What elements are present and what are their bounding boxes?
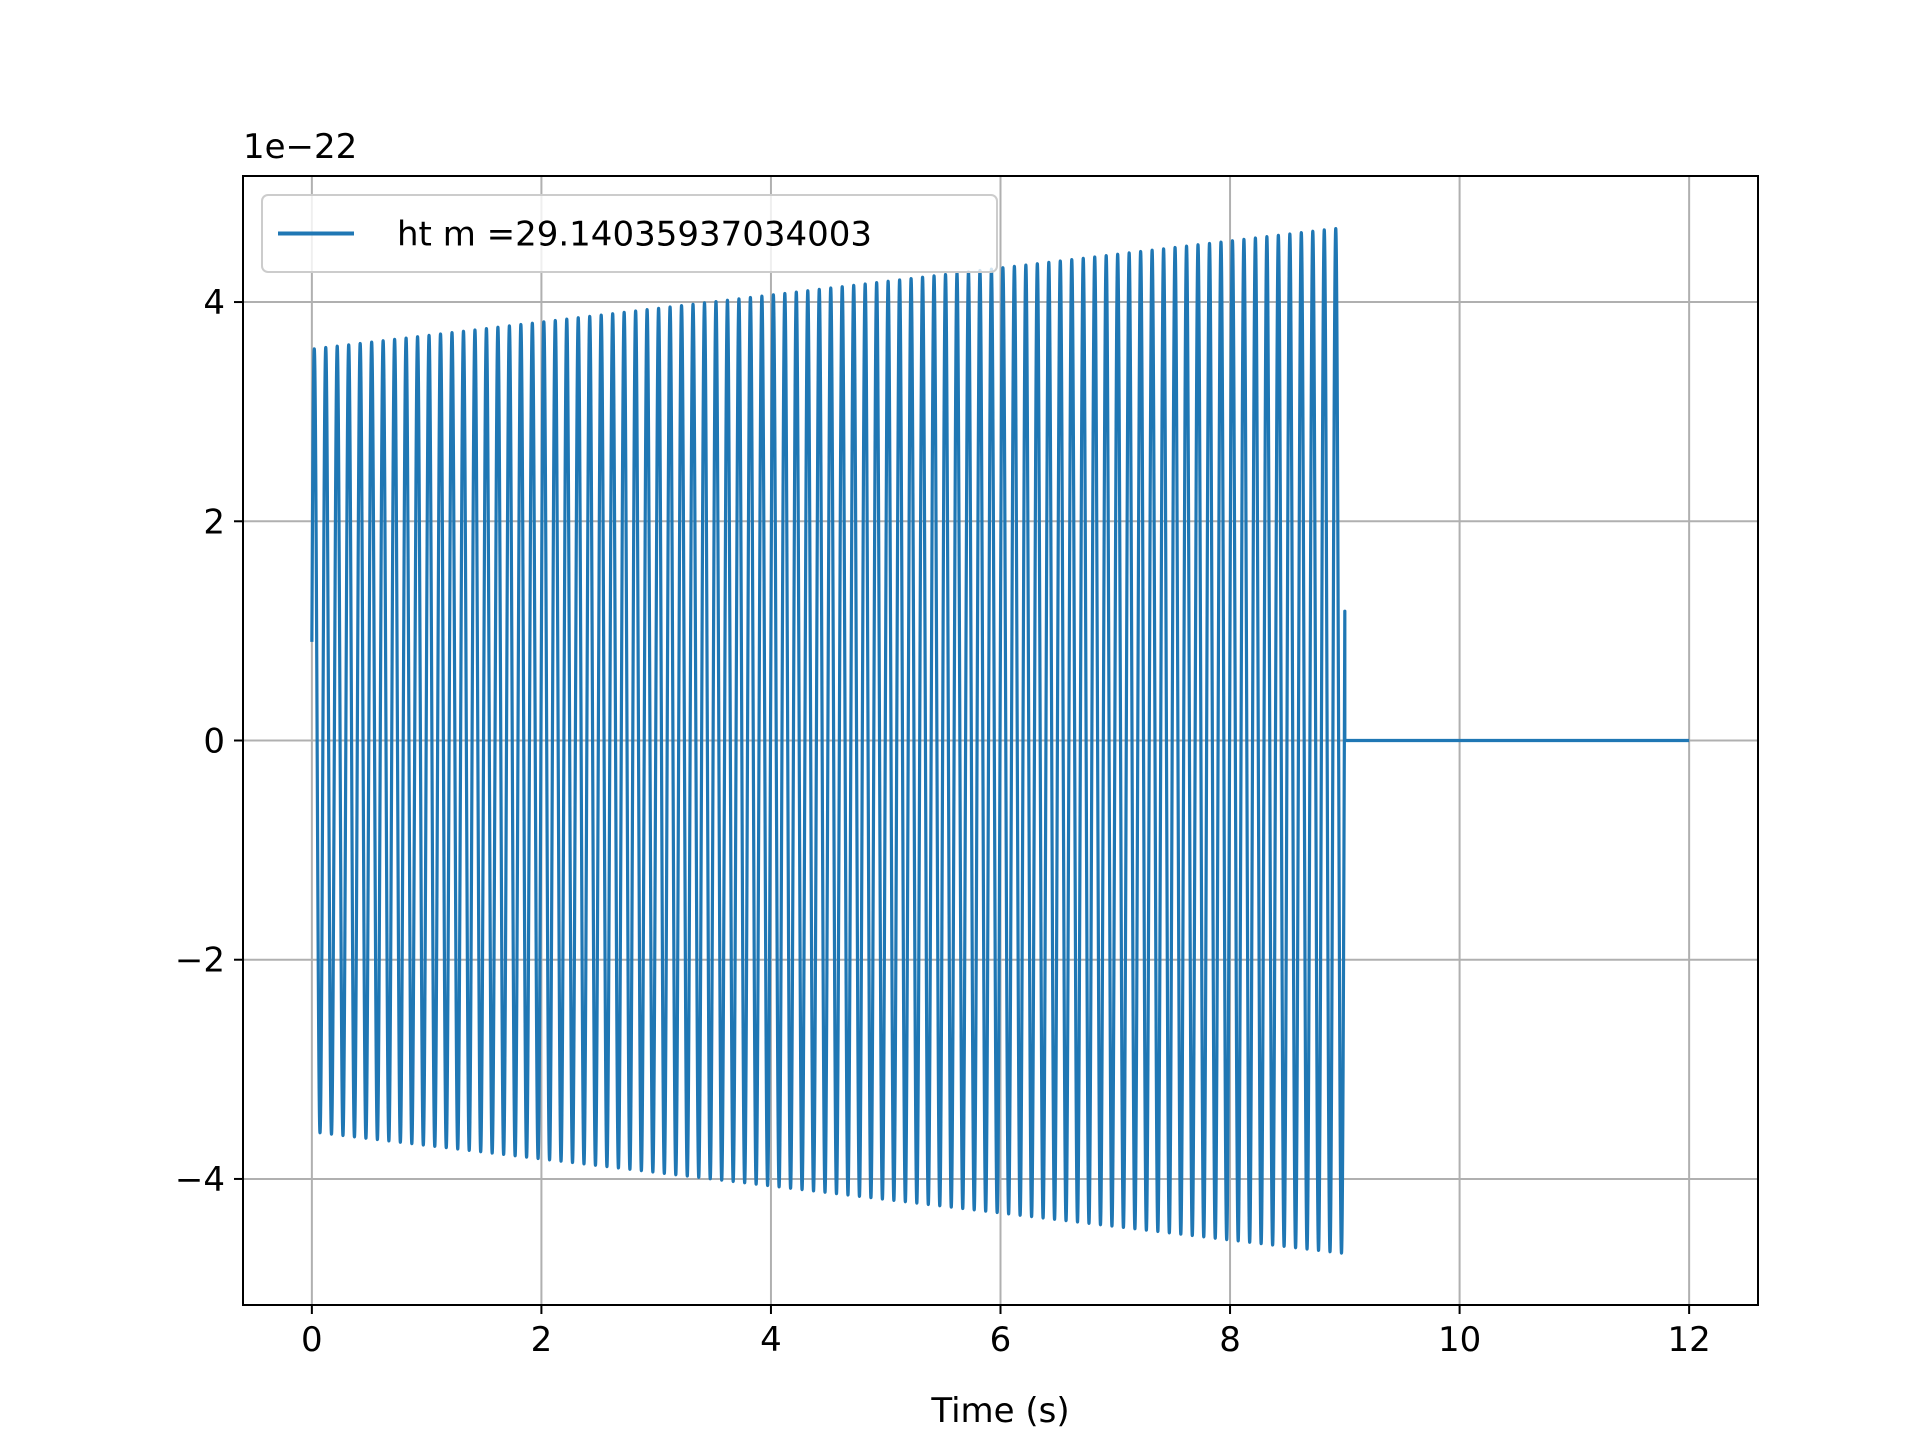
series-layer <box>310 226 1690 1255</box>
legend: ht m =29.14035937034003 <box>261 194 998 273</box>
x-tick-label: 10 <box>1438 1320 1481 1360</box>
x-tick-label: 8 <box>1219 1320 1241 1360</box>
y-tick-label: 0 <box>203 722 225 762</box>
ticks: 0 2 4 6 8 10 12 −4 −2 0 2 4 <box>175 283 1711 1360</box>
x-tick-label: 12 <box>1668 1320 1711 1360</box>
y-tick-label: −2 <box>175 941 225 981</box>
legend-label: ht m =29.14035937034003 <box>397 215 872 255</box>
y-offset-label: 1e−22 <box>243 127 357 167</box>
legend-box <box>261 194 998 273</box>
x-tick-label: 4 <box>760 1320 782 1360</box>
y-tick-label: 2 <box>203 502 225 542</box>
x-tick-label: 2 <box>531 1320 553 1360</box>
x-tick-label: 6 <box>990 1320 1012 1360</box>
y-tick-label: 4 <box>203 283 225 323</box>
y-tick-label: −4 <box>175 1160 225 1200</box>
series-line <box>310 226 1690 1255</box>
x-axis-label: Time (s) <box>930 1391 1069 1431</box>
x-tick-label: 0 <box>301 1320 323 1360</box>
